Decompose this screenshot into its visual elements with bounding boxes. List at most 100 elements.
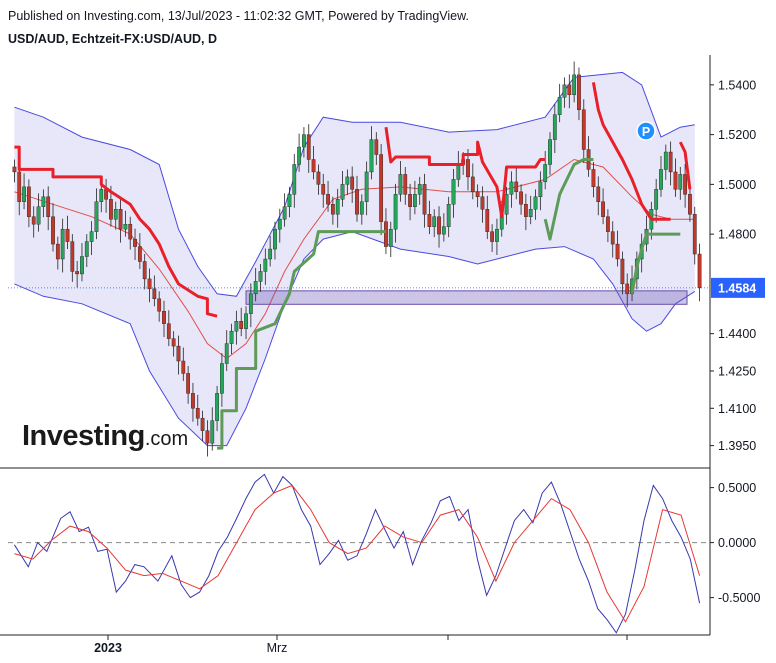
candle-body <box>22 186 26 202</box>
candle-body <box>548 139 552 165</box>
candle-body <box>350 176 355 190</box>
upper-band-line <box>14 71 695 297</box>
candle-body <box>46 196 51 217</box>
supertrend-down-line <box>14 145 218 318</box>
bollinger-bands <box>14 71 696 447</box>
candle-body <box>220 363 224 394</box>
candle-body <box>509 181 514 195</box>
candle-body <box>432 216 437 227</box>
candle-body <box>523 204 528 217</box>
candle-body <box>65 228 70 242</box>
osc-y-tick-label: 0.5000 <box>718 481 756 495</box>
candle-body <box>369 139 374 173</box>
candle-body <box>475 191 480 198</box>
support-zone <box>8 287 710 305</box>
candle-body <box>596 186 601 202</box>
candle-body <box>292 164 297 195</box>
candle-body <box>152 288 157 300</box>
y-tick-label: 1.3950 <box>718 439 756 453</box>
y-tick-label: 1.4100 <box>718 402 756 416</box>
candle-body <box>557 97 562 115</box>
candle-body <box>239 321 244 329</box>
candle-body <box>12 166 17 173</box>
candle-body <box>408 194 412 207</box>
candle-body <box>118 209 123 230</box>
candle-body <box>51 216 55 245</box>
candle-body <box>224 343 229 364</box>
candle-body <box>321 184 326 195</box>
candle-body <box>94 201 99 232</box>
y-tick-label: 1.4400 <box>718 327 756 341</box>
candle-body <box>437 216 441 235</box>
candle-body <box>70 241 75 272</box>
candle-body <box>157 298 162 312</box>
candle-body <box>340 184 345 200</box>
candle-body <box>133 238 137 247</box>
candle-body <box>302 134 306 148</box>
candle-body <box>109 199 113 220</box>
y-tick-label: 1.4800 <box>718 228 756 242</box>
oscillator-signal-line <box>14 484 701 623</box>
candle-body <box>538 181 543 198</box>
candle-body <box>422 184 427 215</box>
y-tick-label: 1.5200 <box>718 128 756 142</box>
candle-body <box>673 171 678 190</box>
candle-body <box>615 243 620 260</box>
last-price-label: 1.4584 <box>718 281 756 295</box>
axes: 1.5400 1.5200 1.5000 1.4800 1.4584 1.4400 1.42… <box>0 55 765 655</box>
candle-body <box>543 164 548 183</box>
logo-bold-text: Investing <box>22 420 145 452</box>
y-tick-label: 1.4250 <box>718 364 756 378</box>
candle-body <box>601 201 605 217</box>
investing-logo: Investing.com <box>22 420 188 453</box>
candle-body <box>80 256 84 275</box>
candle-body <box>181 360 186 374</box>
candle-body <box>495 228 499 242</box>
osc-y-tick-label: 0.0000 <box>718 536 756 550</box>
candle-body <box>137 246 142 262</box>
candle-body <box>388 228 393 247</box>
candle-body <box>89 231 94 242</box>
candle-body <box>147 278 152 290</box>
candle-body <box>253 281 258 295</box>
candle-body <box>166 323 171 339</box>
last-price-badge <box>711 277 765 298</box>
candle-body <box>195 408 200 419</box>
supertrend-up-line <box>630 232 681 295</box>
candle-body <box>210 420 215 444</box>
candle-body <box>287 194 292 207</box>
supertrend-lines <box>14 82 692 450</box>
candle-body <box>277 219 282 230</box>
candle-body <box>606 216 610 232</box>
candle-body <box>282 206 287 220</box>
candle-body <box>55 243 60 260</box>
candle-body <box>379 154 384 222</box>
candle-body <box>316 171 321 185</box>
candle-body <box>398 174 403 195</box>
candle-body <box>659 169 663 190</box>
chart-title: USD/AUD, Echtzeit-FX:USD/AUD, D <box>8 32 218 46</box>
candle-body <box>490 231 494 242</box>
candle-body <box>268 248 273 260</box>
oscillator-main-line <box>13 473 701 634</box>
p-marker-label: P <box>642 125 650 139</box>
candle-body <box>441 226 446 235</box>
candle-body <box>451 179 456 205</box>
candle-body <box>355 189 359 215</box>
candle-body <box>162 311 166 324</box>
candle-body <box>176 345 181 362</box>
candle-body <box>519 191 523 205</box>
candle-body <box>668 151 673 173</box>
y-tick-label: 1.5400 <box>718 78 756 92</box>
p-marker-circle <box>636 121 656 141</box>
marker: P <box>636 121 656 141</box>
y-tick-label: 1.5000 <box>718 178 756 192</box>
candle-body <box>577 74 581 110</box>
candle-body <box>470 176 475 193</box>
candle-body <box>688 194 692 215</box>
candle-body <box>326 194 330 205</box>
candle-body <box>697 253 702 289</box>
candle-body <box>533 196 538 210</box>
candle-body <box>186 373 191 394</box>
